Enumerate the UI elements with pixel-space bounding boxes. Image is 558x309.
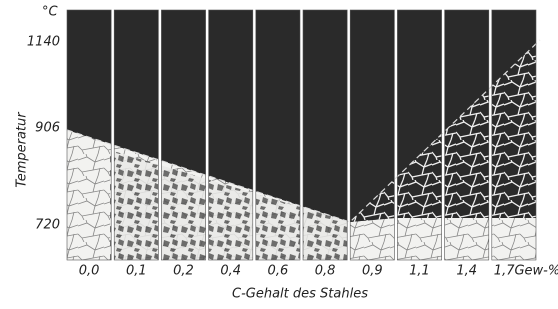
x-label: 0,1 bbox=[126, 264, 147, 279]
x-label: 0,0 bbox=[79, 264, 100, 279]
figure: °C Temperatur C-Gehalt des Stahles 0,0 0,… bbox=[0, 0, 558, 309]
unit-label: °C bbox=[42, 5, 59, 20]
x-label: 1,4 bbox=[456, 264, 477, 279]
y-tick-label: 720 bbox=[35, 218, 60, 233]
x-label: 1,7Gew-% bbox=[494, 264, 558, 279]
x-label: 0,8 bbox=[315, 264, 336, 279]
y-tick-label: 1140 bbox=[27, 35, 60, 50]
x-label: 1,1 bbox=[409, 264, 430, 279]
y-tick-label: 906 bbox=[35, 121, 60, 136]
x-label: 0,6 bbox=[268, 264, 289, 279]
x-label: 0,4 bbox=[220, 264, 241, 279]
x-label: 0,2 bbox=[173, 264, 194, 279]
x-label: 0,9 bbox=[362, 264, 383, 279]
x-axis-title: C-Gehalt des Stahles bbox=[232, 287, 368, 302]
y-axis-title: Temperatur bbox=[15, 111, 30, 188]
